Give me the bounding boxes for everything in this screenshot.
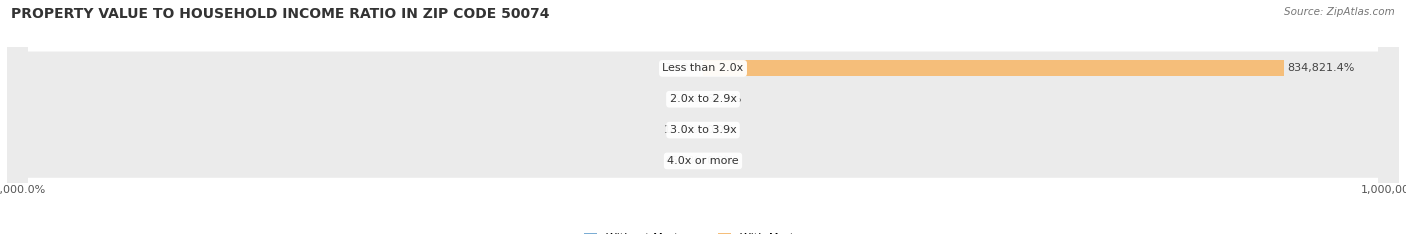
Text: 10.3%: 10.3% xyxy=(664,125,700,135)
Text: 3.0x to 3.9x: 3.0x to 3.9x xyxy=(669,125,737,135)
Legend: Without Mortgage, With Mortgage: Without Mortgage, With Mortgage xyxy=(579,228,827,234)
Text: 4.0x or more: 4.0x or more xyxy=(668,156,738,166)
Text: Source: ZipAtlas.com: Source: ZipAtlas.com xyxy=(1284,7,1395,17)
Bar xyxy=(703,60,1284,77)
Text: 45.6%: 45.6% xyxy=(664,156,700,166)
FancyBboxPatch shape xyxy=(7,0,1399,234)
Text: Less than 2.0x: Less than 2.0x xyxy=(662,63,744,73)
FancyBboxPatch shape xyxy=(7,0,1399,234)
Text: 834,821.4%: 834,821.4% xyxy=(1288,63,1355,73)
Text: 0.0%: 0.0% xyxy=(706,125,735,135)
Text: 2.0x to 2.9x: 2.0x to 2.9x xyxy=(669,94,737,104)
FancyBboxPatch shape xyxy=(7,0,1399,234)
Text: PROPERTY VALUE TO HOUSEHOLD INCOME RATIO IN ZIP CODE 50074: PROPERTY VALUE TO HOUSEHOLD INCOME RATIO… xyxy=(11,7,550,21)
FancyBboxPatch shape xyxy=(7,0,1399,234)
Text: 0.0%: 0.0% xyxy=(706,156,735,166)
Text: 64.3%: 64.3% xyxy=(707,94,742,104)
Text: 38.2%: 38.2% xyxy=(664,63,700,73)
Text: 5.9%: 5.9% xyxy=(671,94,700,104)
